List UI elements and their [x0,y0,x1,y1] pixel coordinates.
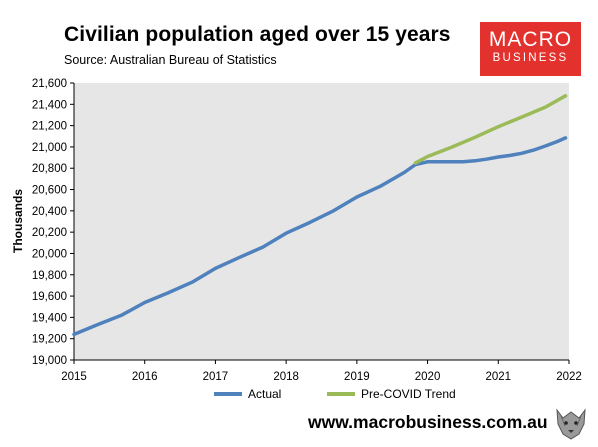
y-tick-label: 21,400 [32,99,67,111]
x-axis: 2015 2016 2017 2018 2019 2020 2021 2022 [61,359,582,383]
y-tick-label: 21,600 [32,78,67,90]
legend-label-trend: Pre-COVID Trend [361,387,456,401]
macrobusiness-logo: MACRO BUSINESS [480,22,581,76]
x-tick-label: 2020 [415,371,441,383]
x-tick-label: 2018 [273,371,299,383]
y-tick-label: 19,200 [32,334,67,346]
wolf-logo-icon [551,402,591,442]
plot-area [74,83,569,360]
y-tick-label: 19,400 [32,312,67,324]
x-tick-label: 2019 [344,371,370,383]
y-tick-label: 19,000 [32,355,67,367]
y-tick-label: 20,400 [32,206,67,218]
series-line-actual [72,136,568,337]
logo-line-macro: MACRO [488,28,573,51]
chart-title: Civilian population aged over 15 years [64,23,451,46]
y-tick-label: 21,000 [32,142,67,154]
y-tick-label: 19,600 [32,291,67,303]
y-tick-label: 20,600 [32,185,67,197]
y-axis: 19,000 19,200 19,400 19,600 19,800 20,000 20,2… [32,78,75,367]
legend-swatch-trend [327,392,355,396]
legend-item-pre-covid-trend: Pre-COVID Trend [327,384,456,404]
logo-line-business: BUSINESS [492,52,569,64]
x-tick-label: 2015 [61,371,87,383]
y-tick-label: 20,200 [32,227,67,239]
y-tick-label: 20,000 [32,248,67,260]
legend-item-actual: Actual [214,384,281,404]
series-layer [72,94,568,337]
legend-swatch-actual [214,392,242,396]
footer-url: www.macrobusiness.com.au [308,412,548,432]
x-tick-label: 2021 [485,371,511,383]
x-tick-label: 2016 [132,371,158,383]
y-tick-label: 19,800 [32,270,67,282]
y-axis-label: Thousands [11,189,25,253]
x-tick-label: 2017 [203,371,229,383]
chart-source: Source: Australian Bureau of Statistics [64,53,277,67]
y-tick-label: 21,200 [32,121,67,133]
series-line-pre-covid-trend [413,94,568,165]
x-tick-label: 2022 [556,371,582,383]
y-tick-label: 20,800 [32,163,67,175]
legend-label-actual: Actual [248,387,282,401]
